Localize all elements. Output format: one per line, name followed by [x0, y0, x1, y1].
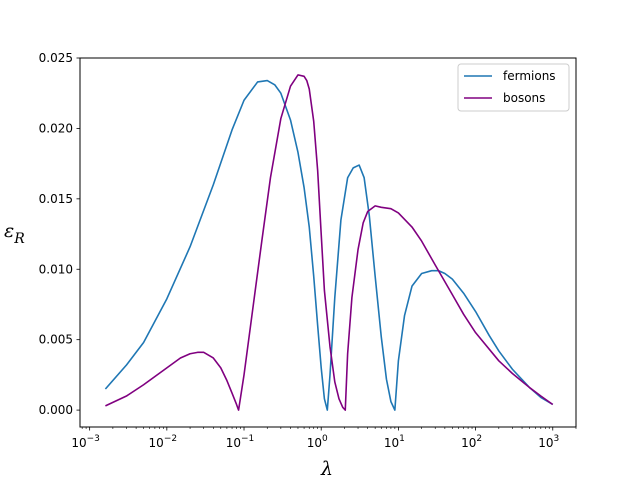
x-tick-base: 10 — [307, 436, 322, 450]
x-axis-ticks: 10−3 10−2 10−1 100 101 102 103 — [71, 427, 577, 450]
plot-area-background — [80, 58, 576, 427]
x-tick-label: 102 — [461, 434, 482, 450]
x-tick-exponent: 3 — [554, 434, 560, 444]
legend-label-fermions: fermions — [503, 69, 556, 83]
x-tick-label: 101 — [384, 434, 405, 450]
y-tick-label: 0.020 — [39, 121, 73, 135]
series-line-bosons — [105, 74, 554, 411]
x-tick-exponent: 0 — [322, 434, 328, 444]
y-axis-ticks: 0.000 0.005 0.010 0.015 0.020 0.025 — [39, 51, 80, 417]
y-tick-label: 0.015 — [39, 192, 73, 206]
x-tick-base: 10 — [71, 436, 86, 450]
x-tick-label: 103 — [538, 434, 559, 450]
x-tick-label: 10−1 — [226, 434, 255, 450]
x-tick-base: 10 — [226, 436, 241, 450]
x-tick-exponent: 1 — [399, 434, 405, 444]
y-axis-label-main: ε — [4, 220, 14, 242]
x-tick-exponent: −2 — [164, 434, 177, 444]
x-tick-base: 10 — [384, 436, 399, 450]
y-tick-label: 0.005 — [39, 333, 73, 347]
x-tick-label: 10−2 — [149, 434, 178, 450]
plot-frame — [79, 57, 577, 428]
x-tick-exponent: 2 — [476, 434, 482, 444]
x-tick-base: 10 — [461, 436, 476, 450]
y-tick-label: 0.000 — [39, 403, 73, 417]
legend-label-bosons: bosons — [503, 91, 545, 105]
x-tick-label: 10−3 — [71, 434, 100, 450]
x-axis-label: λ — [320, 458, 333, 480]
y-tick-label: 0.025 — [39, 51, 73, 65]
series-layer — [104, 74, 554, 411]
x-tick-base: 10 — [538, 436, 553, 450]
x-tick-label: 100 — [307, 434, 328, 450]
y-axis-label: εR — [4, 220, 25, 247]
x-tick-base: 10 — [149, 436, 164, 450]
x-tick-exponent: −1 — [241, 434, 254, 444]
legend: fermions bosons — [457, 63, 570, 112]
y-axis-label-subscript: R — [13, 231, 25, 247]
series-line-fermions — [104, 79, 554, 411]
x-tick-exponent: −3 — [87, 434, 100, 444]
y-tick-label: 0.010 — [39, 262, 73, 276]
